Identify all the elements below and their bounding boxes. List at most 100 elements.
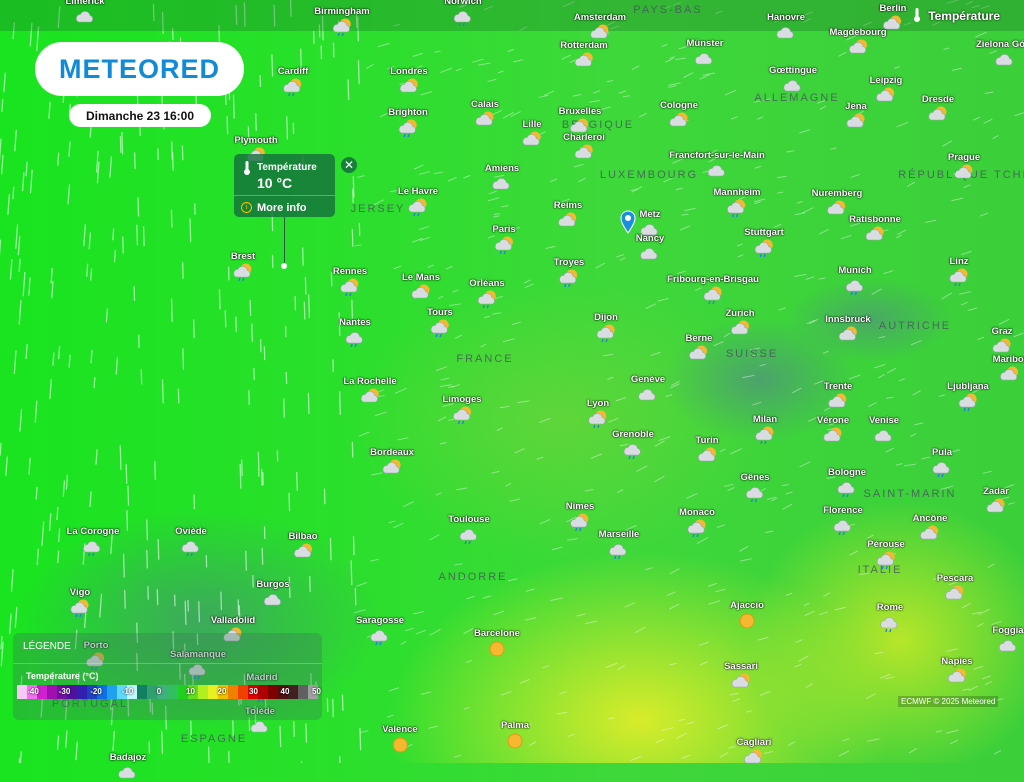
wind-streak	[585, 490, 593, 491]
city-marker[interactable]: Badajoz	[110, 752, 146, 782]
thermometer-icon	[242, 160, 252, 181]
forecast-datetime[interactable]: Dimanche 23 16:00	[69, 104, 211, 127]
city-marker[interactable]: Francfort-sur-le-Main	[669, 150, 765, 180]
city-marker[interactable]: Oviède	[175, 526, 207, 556]
city-marker[interactable]: Prague	[948, 152, 980, 182]
city-marker[interactable]: Trente	[824, 381, 853, 411]
city-marker[interactable]: Florence	[823, 505, 863, 535]
more-info-link[interactable]: More info	[257, 202, 307, 214]
city-marker[interactable]: Zurich	[725, 308, 754, 338]
location-dot[interactable]	[281, 263, 287, 269]
city-marker[interactable]: Stuttgart	[744, 227, 784, 257]
city-marker[interactable]: Londres	[390, 66, 427, 96]
city-marker[interactable]: Vigo	[69, 587, 91, 617]
city-marker[interactable]: Norwich	[444, 0, 481, 26]
city-marker[interactable]: Burgos	[256, 579, 289, 609]
city-marker[interactable]: Limerick	[65, 0, 104, 26]
city-marker[interactable]: Ancône	[913, 513, 948, 543]
city-marker[interactable]: Genève	[631, 374, 665, 404]
city-marker[interactable]: Marseille	[599, 529, 640, 559]
city-marker[interactable]: Barcelone	[474, 628, 520, 658]
wind-streak	[57, 508, 58, 520]
city-marker[interactable]: Berne	[686, 333, 713, 363]
city-marker[interactable]: Cologne	[660, 100, 698, 130]
city-marker[interactable]: Foggia	[992, 625, 1023, 655]
city-marker[interactable]: Ajaccio	[730, 600, 764, 630]
city-marker[interactable]: Lyon	[587, 398, 609, 428]
city-marker[interactable]: Pula	[931, 447, 953, 477]
city-marker[interactable]: Gênes	[740, 472, 769, 502]
city-marker[interactable]: La Rochelle	[343, 376, 396, 406]
city-marker[interactable]: Vérone	[817, 415, 849, 445]
city-marker[interactable]: Bordeaux	[370, 447, 414, 477]
city-marker[interactable]: Mannheim	[714, 187, 761, 217]
city-marker[interactable]: Toulouse	[448, 514, 490, 544]
location-pin-icon[interactable]	[620, 210, 636, 239]
city-marker[interactable]: Zadar	[983, 486, 1009, 516]
city-marker[interactable]: Reims	[554, 200, 583, 230]
city-marker[interactable]: Milan	[753, 414, 777, 444]
wind-streak	[760, 364, 766, 365]
city-marker[interactable]: Rome	[877, 602, 903, 632]
city-marker[interactable]: Le Havre	[398, 186, 438, 216]
city-marker[interactable]: Jena	[845, 101, 867, 131]
city-label: Calais	[471, 99, 499, 110]
city-marker[interactable]: Dijon	[594, 312, 618, 342]
city-marker[interactable]: Linz	[948, 256, 970, 286]
city-marker[interactable]: Magdebourg	[830, 27, 887, 57]
close-popup-button[interactable]: ✕	[341, 157, 357, 173]
city-marker[interactable]: Limoges	[442, 394, 481, 424]
wind-streak	[872, 289, 881, 294]
city-marker[interactable]: Troyes	[554, 257, 585, 287]
city-marker[interactable]: Le Mans	[402, 272, 440, 302]
city-marker[interactable]: Ratisbonne	[849, 214, 901, 244]
city-marker[interactable]: Bologne	[828, 467, 866, 497]
city-marker[interactable]: Graz	[991, 326, 1013, 356]
city-marker[interactable]: Tours	[427, 307, 453, 337]
city-label: Innsbruck	[825, 314, 870, 325]
city-marker[interactable]: Pérouse	[867, 539, 905, 569]
city-marker[interactable]: Palma	[501, 720, 529, 750]
city-marker[interactable]: Orléans	[469, 278, 504, 308]
city-marker[interactable]: Münster	[687, 38, 724, 68]
city-marker[interactable]: Amsterdam	[574, 12, 626, 42]
city-marker[interactable]: Zielona Góra	[976, 39, 1024, 69]
city-marker[interactable]: Saragosse	[356, 615, 404, 645]
city-marker[interactable]: Calais	[471, 99, 499, 129]
city-marker[interactable]: Rennes	[333, 266, 367, 296]
city-marker[interactable]: Brighton	[388, 107, 428, 137]
city-marker[interactable]: Monaco	[679, 507, 715, 537]
city-marker[interactable]: Bilbao	[288, 531, 317, 561]
city-marker[interactable]: Charleroi	[563, 132, 605, 162]
city-marker[interactable]: Sassari	[724, 661, 758, 691]
city-marker[interactable]: Rotterdam	[560, 40, 608, 70]
city-marker[interactable]: Fribourg-en-Brisgau	[667, 274, 759, 304]
city-marker[interactable]: Brest	[231, 251, 255, 281]
city-marker[interactable]: Birmingham	[314, 6, 369, 36]
city-marker[interactable]: Munich	[838, 265, 871, 295]
city-marker[interactable]: Napies	[941, 656, 972, 686]
city-marker[interactable]: Maribor	[993, 354, 1024, 384]
city-marker[interactable]: Turin	[695, 435, 718, 465]
city-marker[interactable]: Gœttingue	[769, 65, 817, 95]
city-marker[interactable]: Nantes	[339, 317, 371, 347]
city-marker[interactable]: Lille	[521, 119, 543, 149]
city-marker[interactable]: Ljubljana	[947, 381, 989, 411]
city-marker[interactable]: Paris	[492, 224, 515, 254]
city-marker[interactable]: Venise	[869, 415, 899, 445]
city-marker[interactable]: Pescara	[937, 573, 973, 603]
city-marker[interactable]: La Corogne	[67, 526, 120, 556]
city-marker[interactable]: Hanovre	[767, 12, 805, 42]
city-marker[interactable]: Nancy	[636, 233, 665, 263]
city-marker[interactable]: Amiens	[485, 163, 519, 193]
layer-selector[interactable]: Température	[928, 9, 1000, 23]
city-marker[interactable]: Nîmes	[566, 501, 595, 531]
city-marker[interactable]: Dresde	[922, 94, 954, 124]
city-marker[interactable]: Cardiff	[278, 66, 309, 96]
city-marker[interactable]: Innsbruck	[825, 314, 870, 344]
city-marker[interactable]: Valence	[382, 724, 417, 754]
city-marker[interactable]: Leipzig	[870, 75, 903, 105]
meteored-logo[interactable]: METEORED	[35, 42, 244, 96]
wind-streak	[35, 401, 37, 422]
city-marker[interactable]: Grenoble	[612, 429, 654, 459]
